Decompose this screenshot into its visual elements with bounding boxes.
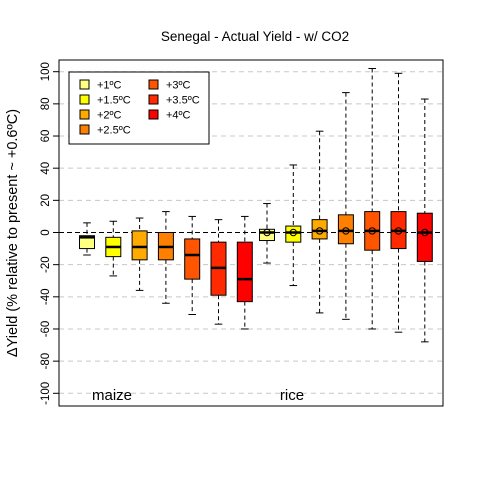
y-axis-label: ΔYield (% relative to present ~ +0.6ºC) xyxy=(5,109,21,357)
group-labels: maize rice xyxy=(92,387,304,404)
chart-title: Senegal - Actual Yield - w/ CO2 xyxy=(161,29,349,44)
y-tick-label: -60 xyxy=(40,321,52,338)
boxes xyxy=(79,67,433,343)
legend-label: +4ºC xyxy=(166,110,191,122)
box-body xyxy=(337,214,354,245)
legend-swatch xyxy=(79,124,90,135)
y-tick-label: -80 xyxy=(40,353,52,370)
box-maize-7 xyxy=(236,215,253,330)
mean-marker xyxy=(289,228,297,237)
box-body xyxy=(79,235,95,250)
box-body xyxy=(285,225,302,243)
box-maize-3 xyxy=(131,217,148,291)
box-body xyxy=(259,228,275,242)
group-label-maize: maize xyxy=(92,387,132,404)
legend: +1ºC +1.5ºC +2ºC +2.5ºC +3ºC +3.5ºC +4ºC xyxy=(68,71,210,145)
mean-marker xyxy=(394,227,403,235)
mean-marker xyxy=(421,228,429,237)
box-body xyxy=(236,241,253,303)
legend-label: +1ºC xyxy=(97,80,122,92)
box-rice-3 xyxy=(311,130,328,314)
box-maize-6 xyxy=(210,219,227,325)
legend-label: +2.5ºC xyxy=(97,125,131,137)
mean-marker xyxy=(315,227,324,235)
box-rice-6 xyxy=(390,72,407,333)
legend-swatch xyxy=(79,94,90,105)
group-label-rice: rice xyxy=(280,387,304,404)
box-body xyxy=(131,230,148,261)
legend-swatch xyxy=(148,109,159,120)
box-maize-4 xyxy=(157,211,174,304)
legend-label: +1.5ºC xyxy=(97,95,131,107)
box-body xyxy=(184,238,201,280)
y-tick-label: -100 xyxy=(40,382,52,405)
legend-swatch xyxy=(148,94,159,105)
mean-marker xyxy=(368,227,376,235)
legend-box xyxy=(68,71,210,145)
y-tick-label: 60 xyxy=(40,130,52,143)
y-axis: -100 -80 -60 -40 -20 0 20 40 60 80 100 xyxy=(40,62,60,405)
y-tick-label: -20 xyxy=(40,256,52,273)
box-rice-4 xyxy=(337,92,354,320)
legend-swatch xyxy=(79,79,90,90)
box-body xyxy=(311,219,328,240)
mean-marker xyxy=(342,227,350,235)
box-rice-2 xyxy=(285,164,302,287)
legend-swatch xyxy=(148,79,159,90)
legend-label: +3.5ºC xyxy=(166,95,200,107)
y-tick-label: 40 xyxy=(40,162,52,175)
box-body xyxy=(416,212,433,262)
box-maize-5 xyxy=(184,215,201,316)
mean-marker xyxy=(263,228,271,237)
box-rice-1 xyxy=(259,203,275,264)
y-tick-label: 100 xyxy=(40,62,52,81)
box-rice-7 xyxy=(416,98,433,343)
legend-label: +2ºC xyxy=(97,110,122,122)
legend-swatch xyxy=(79,109,90,120)
y-tick-label: 20 xyxy=(40,194,52,207)
box-rice-5 xyxy=(364,67,381,330)
y-tick-label: -40 xyxy=(40,289,52,306)
y-tick-label: 0 xyxy=(40,229,52,235)
y-tick-label: 80 xyxy=(40,97,52,110)
box-maize-2 xyxy=(105,220,122,277)
legend-label: +3ºC xyxy=(166,80,191,92)
box-maize-1 xyxy=(79,222,95,256)
